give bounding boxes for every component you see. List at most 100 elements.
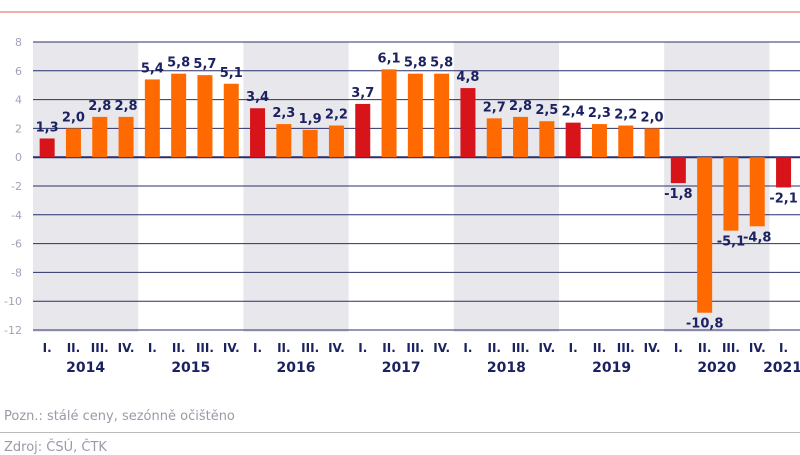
quarter-tick-label: IV. [118,341,135,355]
data-label: 4,8 [456,70,479,85]
bar [39,138,55,158]
quarter-tick-label: III. [301,341,319,355]
data-label: -10,8 [686,317,723,332]
bar [144,79,160,158]
year-tick-label: 2016 [277,360,316,376]
quarter-tick-label: III. [91,341,109,355]
bar [328,125,344,158]
bar [670,157,686,184]
data-label: 5,8 [430,56,453,71]
data-label: -1,8 [664,187,692,202]
bar [513,116,529,158]
quarter-tick-label: I. [43,341,52,355]
year-band [243,42,349,332]
y-tick-label: -4 [11,209,22,222]
quarter-tick-label: III. [512,341,530,355]
bar [434,73,450,158]
quarter-tick-label: II. [382,341,396,355]
data-label: 2,8 [509,99,532,114]
bar [355,103,371,158]
data-label: 5,4 [141,61,164,76]
quarter-tick-label: I. [148,341,157,355]
bar [381,69,397,158]
year-band [453,42,559,332]
quarter-tick-label: II. [488,341,502,355]
bar [171,73,187,158]
chart-source: Zdroj: ČSÚ, ČTK [4,440,107,455]
y-tick-label: -8 [11,266,22,279]
data-label: 2,8 [88,99,111,114]
quarter-tick-label: I. [779,341,788,355]
y-tick-label: -6 [11,238,22,251]
bar [565,122,581,158]
data-label: 2,4 [562,105,585,120]
quarter-tick-label: I. [253,341,262,355]
quarter-tick-label: IV. [644,341,661,355]
bar [618,125,634,158]
chart-note: Pozn.: stálé ceny, sezónně očištěno [4,409,235,424]
quarter-tick-label: I. [674,341,683,355]
data-label: 2,0 [62,110,85,125]
bar [697,157,713,313]
data-label: 3,7 [351,86,374,101]
data-label: 6,1 [378,51,401,66]
quarter-tick-label: II. [698,341,712,355]
bar [749,157,765,227]
data-label: 2,2 [614,108,637,123]
data-label: 1,9 [299,112,322,127]
y-tick-label: 2 [15,122,22,135]
year-band [33,42,139,332]
bar [276,124,292,158]
bar [250,108,266,158]
year-tick-label: 2015 [171,360,210,376]
quarter-tick-label: IV. [538,341,555,355]
data-label: 2,5 [535,103,558,118]
data-label: 5,8 [167,56,190,71]
quarter-tick-label: III. [406,341,424,355]
y-tick-label: 8 [15,36,22,49]
quarter-tick-label: IV. [328,341,345,355]
quarter-tick-label: II. [593,341,607,355]
footer-divider [0,432,800,433]
quarter-tick-label: I. [463,341,472,355]
bar [460,88,476,158]
top-divider [0,11,800,13]
year-tick-label: 2018 [487,360,526,376]
quarter-tick-label: III. [722,341,740,355]
quarter-tick-label: IV. [223,341,240,355]
quarter-tick-label: III. [196,341,214,355]
quarter-tick-label: II. [67,341,81,355]
data-label: 5,1 [220,66,243,81]
year-tick-label: 2020 [697,360,736,376]
year-tick-label: 2019 [592,360,631,376]
data-label: 2,8 [115,99,138,114]
data-label: 5,8 [404,56,427,71]
data-label: -5,1 [717,235,745,250]
data-label: 2,0 [641,110,664,125]
quarter-tick-label: III. [617,341,635,355]
data-label: 3,4 [246,90,269,105]
bar [539,121,555,158]
data-label: 2,7 [483,100,506,115]
y-tick-label: -2 [11,180,22,193]
bar [407,73,423,158]
quarter-tick-label: IV. [433,341,450,355]
bar [223,83,239,158]
y-tick-label: 6 [15,65,22,78]
y-tick-label: -12 [4,324,22,337]
y-tick-label: 4 [15,94,22,107]
data-label: 2,2 [325,108,348,123]
bar [776,157,792,188]
data-label: 5,7 [193,57,216,72]
bar [723,157,739,231]
quarter-tick-label: IV. [749,341,766,355]
bar [302,129,318,158]
year-tick-label: 2014 [66,360,105,376]
quarter-tick-label: II. [172,341,186,355]
quarter-tick-label: II. [277,341,291,355]
y-tick-label: 0 [15,151,22,164]
bar [644,128,660,158]
data-label: 1,3 [36,120,59,135]
data-label: 2,3 [588,106,611,121]
